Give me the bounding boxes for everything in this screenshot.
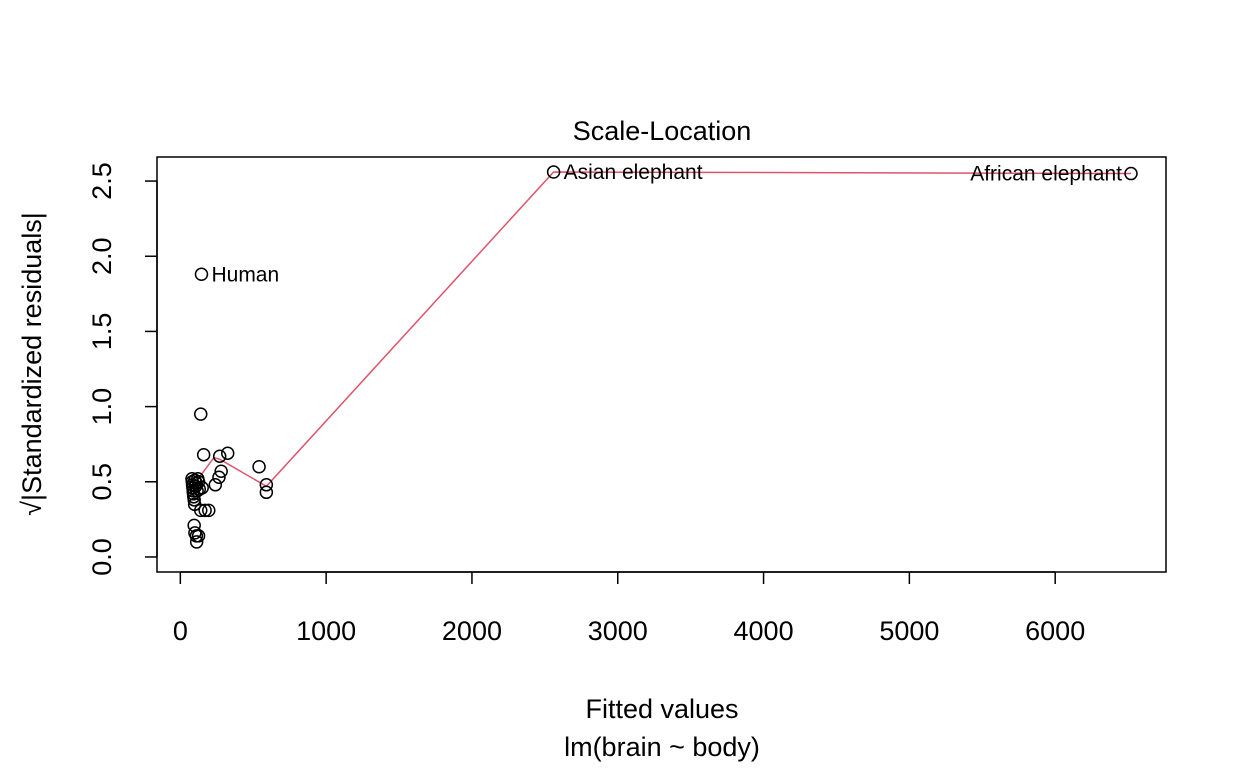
data-point bbox=[193, 503, 208, 518]
data-point bbox=[191, 475, 206, 489]
data-point bbox=[259, 478, 274, 492]
data-points bbox=[185, 165, 1138, 549]
y-tick-label: 1.0 bbox=[87, 388, 117, 426]
y-tick-label: 0.0 bbox=[87, 538, 117, 576]
x-axis-subtitle: lm(brain ~ body) bbox=[564, 732, 760, 762]
data-point bbox=[259, 485, 274, 500]
point-labels: Asian elephant African elephant Human bbox=[211, 161, 1122, 286]
data-point bbox=[252, 459, 266, 474]
data-point bbox=[220, 446, 235, 460]
data-point bbox=[189, 535, 204, 549]
data-point bbox=[208, 478, 223, 492]
x-tick-label: 6000 bbox=[1025, 616, 1085, 646]
x-tick-label: 0 bbox=[173, 616, 188, 646]
data-point bbox=[187, 493, 201, 507]
data-point bbox=[194, 267, 209, 282]
data-point bbox=[191, 529, 206, 543]
data-point bbox=[212, 470, 226, 485]
data-point bbox=[212, 449, 227, 463]
x-axis: 0 1000 2000 3000 4000 5000 6000 bbox=[173, 571, 1085, 646]
smoother-line bbox=[191, 171, 1132, 490]
data-point bbox=[214, 464, 228, 479]
y-tick-label: 2.0 bbox=[87, 237, 117, 275]
chart-title: Scale-Location bbox=[573, 116, 752, 146]
svg-text:√|Standardized residuals|: √|Standardized residuals| bbox=[17, 212, 47, 516]
x-tick-label: 5000 bbox=[879, 616, 939, 646]
data-point bbox=[198, 503, 212, 518]
point-label: African elephant bbox=[970, 163, 1122, 186]
point-label: Asian elephant bbox=[564, 161, 703, 184]
x-tick-label: 3000 bbox=[588, 616, 648, 646]
y-tick-label: 2.5 bbox=[87, 162, 117, 200]
plot-frame bbox=[156, 156, 1167, 573]
y-tick-label: 1.5 bbox=[87, 313, 117, 351]
data-point bbox=[193, 407, 208, 421]
data-point bbox=[1124, 166, 1138, 181]
x-axis-title: Fitted values bbox=[585, 694, 738, 724]
point-label: Human bbox=[211, 263, 279, 286]
data-point bbox=[546, 165, 561, 179]
x-tick-label: 1000 bbox=[296, 616, 356, 646]
sqrt-symbol: √ bbox=[17, 501, 47, 516]
y-axis-title-text: |Standardized residuals| bbox=[17, 212, 47, 501]
y-axis: 0.0 0.5 1.0 1.5 2.0 2.5 bbox=[87, 162, 158, 576]
x-tick-label: 4000 bbox=[734, 616, 794, 646]
y-axis-title: √|Standardized residuals| bbox=[17, 212, 47, 516]
y-tick-label: 0.5 bbox=[87, 463, 117, 501]
data-point bbox=[202, 503, 216, 518]
data-point bbox=[196, 447, 211, 462]
x-tick-label: 2000 bbox=[442, 616, 502, 646]
